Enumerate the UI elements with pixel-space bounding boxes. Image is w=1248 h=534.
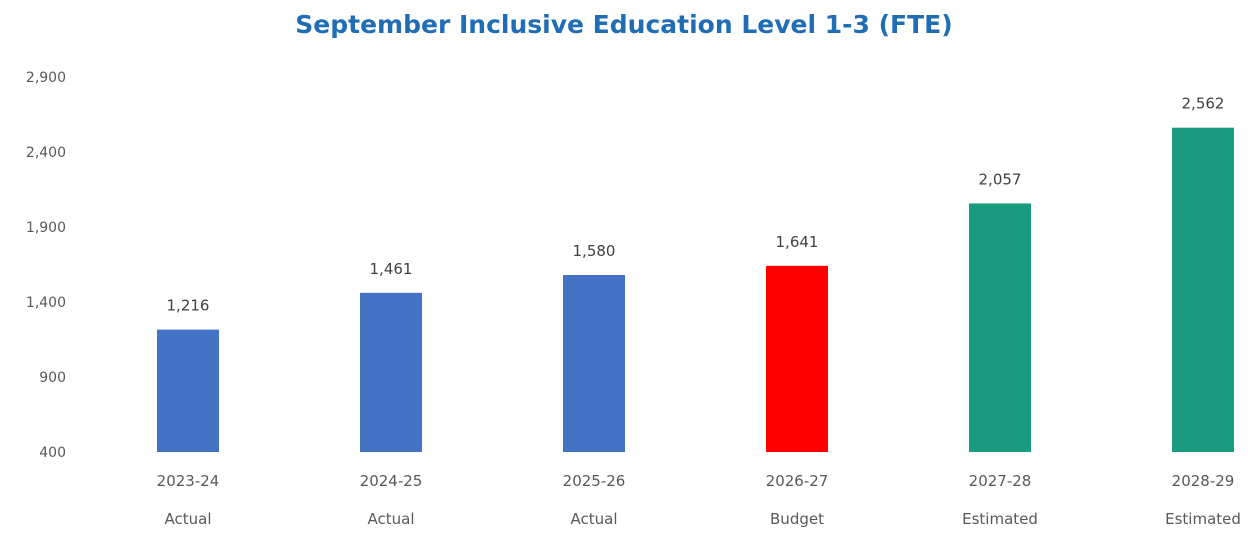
data-label: 1,641 <box>776 233 819 251</box>
bar <box>1172 127 1234 452</box>
chart-title: September Inclusive Education Level 1-3 … <box>295 10 953 39</box>
bar <box>563 275 625 452</box>
y-tick-label: 1,400 <box>26 295 66 311</box>
bar <box>360 292 422 452</box>
x-subcategory-label: Budget <box>770 510 824 528</box>
bar <box>157 329 219 452</box>
x-subcategory-label: Actual <box>571 510 618 528</box>
x-subcategory-label: Actual <box>165 510 212 528</box>
y-tick-label: 900 <box>39 370 66 386</box>
bar <box>969 203 1031 452</box>
data-label: 2,562 <box>1182 95 1225 113</box>
data-label: 1,216 <box>167 297 210 315</box>
bar <box>766 265 828 452</box>
y-tick-label: 400 <box>39 445 66 461</box>
x-tick-label: 2027-28 <box>969 472 1032 490</box>
x-tick-label: 2028-29 <box>1172 472 1235 490</box>
x-tick-label: 2024-25 <box>360 472 423 490</box>
y-tick-label: 2,400 <box>26 145 66 161</box>
data-label: 1,580 <box>573 242 616 260</box>
x-subcategory-label: Estimated <box>962 510 1038 528</box>
y-tick-label: 2,900 <box>26 70 66 86</box>
x-subcategory-label: Estimated <box>1165 510 1241 528</box>
x-tick-label: 2023-24 <box>157 472 220 490</box>
x-subcategory-label: Actual <box>368 510 415 528</box>
data-label: 2,057 <box>979 170 1022 188</box>
x-tick-label: 2026-27 <box>766 472 829 490</box>
y-tick-label: 1,900 <box>26 220 66 236</box>
x-tick-label: 2025-26 <box>563 472 626 490</box>
data-label: 1,461 <box>370 260 413 278</box>
